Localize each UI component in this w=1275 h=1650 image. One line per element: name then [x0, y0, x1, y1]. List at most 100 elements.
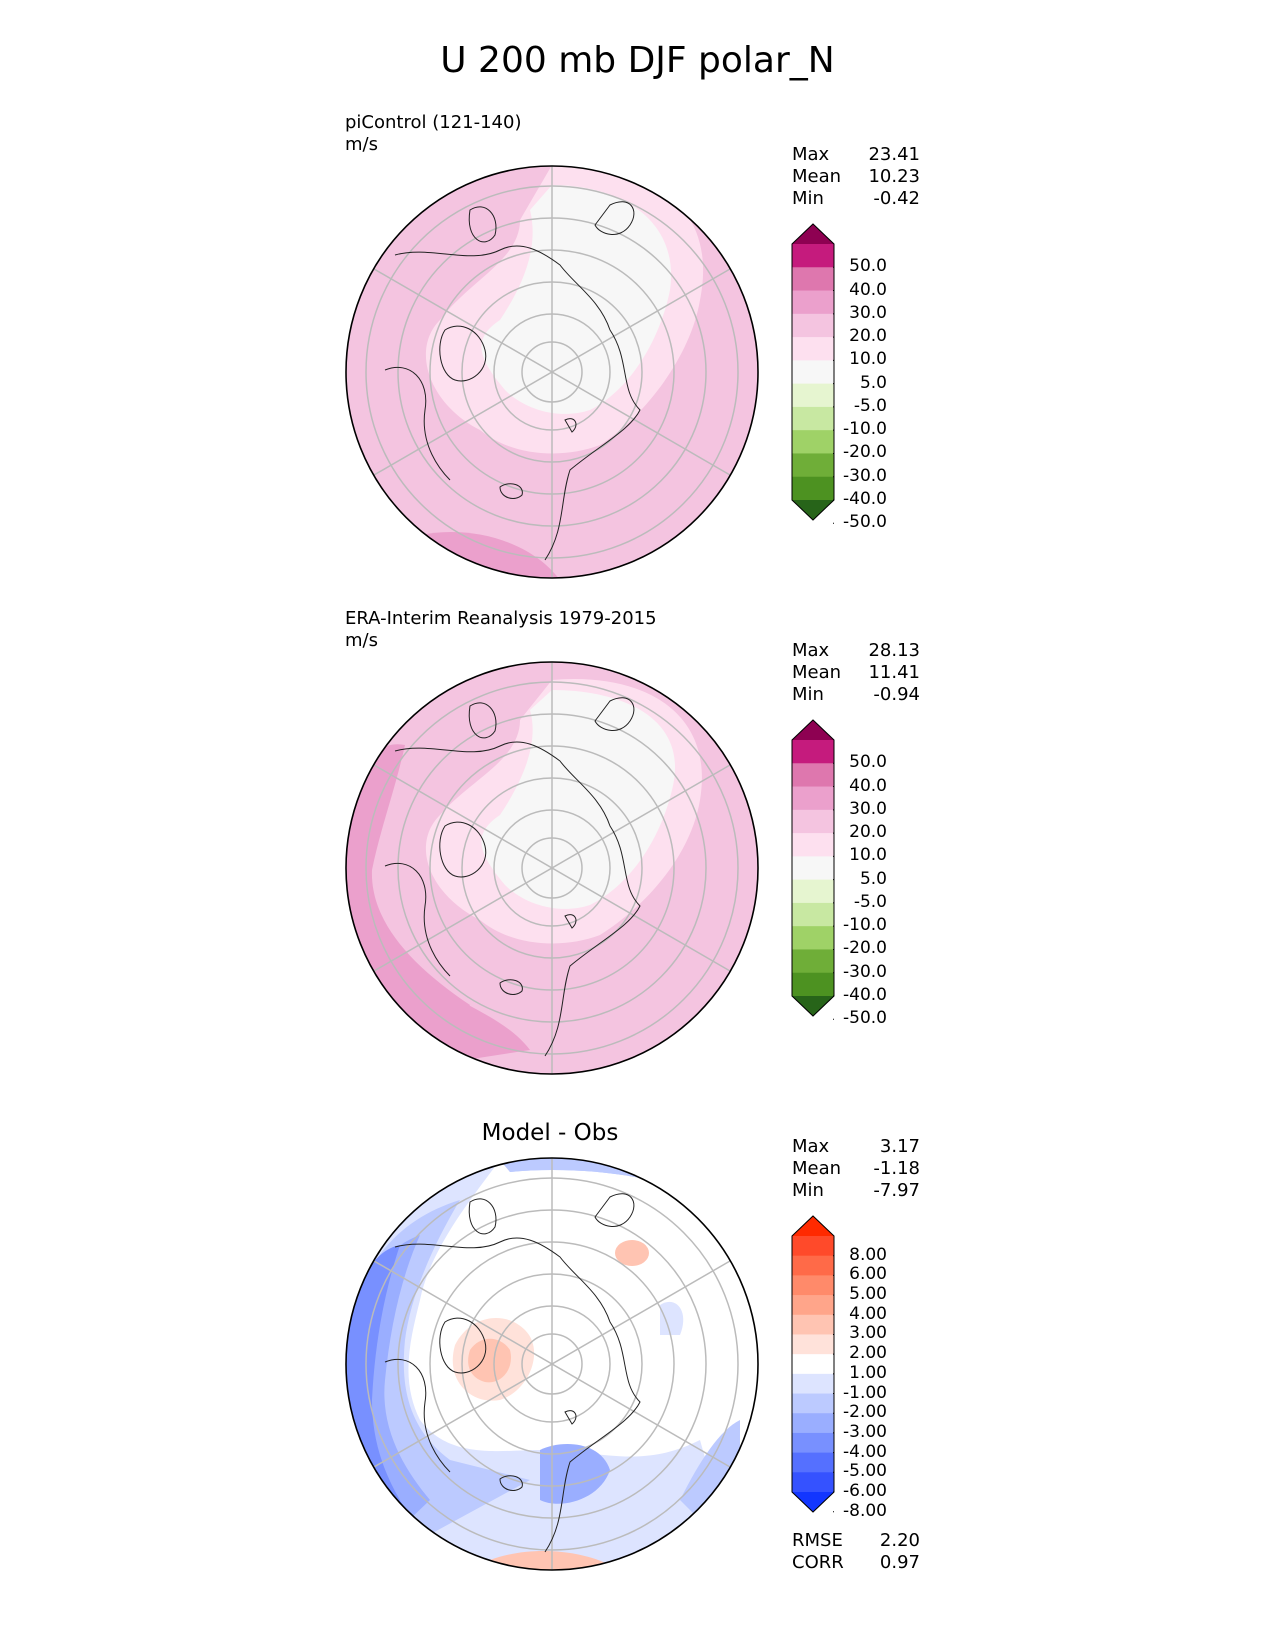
colorbar-tick-label: -30.0 — [843, 465, 887, 486]
colorbar-extend-max — [792, 1216, 834, 1236]
colorbar-tick-label: -5.00 — [843, 1461, 887, 1482]
stat-label: Mean — [792, 662, 842, 683]
colorbar-segment — [792, 476, 834, 501]
colorbar-segment — [792, 809, 834, 834]
colorbar-segment — [792, 360, 834, 385]
stat-value: 3.17 — [879, 1136, 920, 1157]
stat-value: -0.94 — [873, 684, 920, 705]
panel2-graticule — [365, 662, 739, 1074]
colorbar-segment — [792, 740, 834, 764]
colorbar-segment — [792, 949, 834, 974]
colorbar-tick-label: -40.0 — [843, 985, 887, 1005]
colorbar-tick-label: -4.00 — [843, 1441, 887, 1462]
panel3-stats: Max 3.17 Mean -1.18 Min -7.97 — [792, 1136, 920, 1202]
colorbar-segment — [792, 1275, 834, 1296]
field-contour — [615, 1240, 649, 1266]
panel2-model-name: ERA-Interim Reanalysis 1979-2015 — [345, 608, 657, 629]
colorbar-tick-label: 40.0 — [849, 279, 887, 300]
metric-label: CORR — [792, 1552, 844, 1573]
panel2-coastlines — [384, 697, 641, 1057]
colorbar-segment — [792, 267, 834, 292]
metric-value: 2.20 — [879, 1530, 920, 1551]
figure-title: U 200 mb DJF polar_N — [440, 40, 835, 81]
colorbar-extend-min — [792, 1492, 834, 1512]
field-contour — [660, 1301, 684, 1335]
stat-value: -0.42 — [873, 188, 920, 209]
colorbar-segment — [792, 1255, 834, 1276]
colorbar-segment — [792, 1373, 834, 1395]
colorbar-segment — [792, 313, 834, 338]
colorbar-segment — [792, 902, 834, 927]
panel3-coastlines — [384, 1193, 641, 1553]
colorbar-tick-label: 50.0 — [849, 752, 887, 773]
colorbar-tick-label: 30.0 — [849, 302, 887, 323]
panel2-colorbar — [791, 719, 835, 1020]
colorbar-tick-label: -5.0 — [853, 891, 887, 912]
stat-value: 28.13 — [868, 640, 920, 661]
colorbar-segment — [792, 1432, 834, 1454]
colorbar-tick-label: 2.00 — [849, 1343, 887, 1364]
colorbar-tick-label: 5.0 — [859, 372, 887, 393]
colorbar-tick-label: -50.0 — [843, 1008, 887, 1029]
colorbar-segment — [792, 1472, 834, 1493]
colorbar-tick-label: -8.00 — [843, 1500, 887, 1521]
colorbar-segment — [792, 406, 834, 431]
panel2-map-border — [345, 661, 759, 1075]
colorbar-tick-label: -2.00 — [843, 1402, 887, 1423]
colorbar-segment — [792, 833, 834, 857]
colorbar-extend-min — [792, 500, 834, 520]
colorbar-segment — [792, 244, 834, 268]
panel1-title: piControl (121-140) m/s — [345, 112, 521, 156]
colorbar-tick-label: -50.0 — [843, 512, 887, 533]
panel3-colorbar — [791, 1215, 835, 1513]
colorbar-extend-max — [792, 224, 834, 244]
panel3-map — [345, 1157, 759, 1571]
colorbar-segment — [792, 786, 834, 811]
colorbar-tick-label: -30.0 — [843, 961, 887, 982]
colorbar-extend-max — [792, 720, 834, 740]
colorbar-tick-label: 5.0 — [859, 868, 887, 889]
colorbar-segment — [792, 453, 834, 478]
colorbar-tick-label: -10.0 — [843, 419, 887, 440]
colorbar-segment — [792, 926, 834, 950]
panel3-metrics: RMSE 2.20 CORR 0.97 — [792, 1530, 920, 1574]
panel3-map-border — [345, 1157, 759, 1571]
colorbar-segment — [792, 337, 834, 361]
colorbar-segment — [792, 856, 834, 881]
colorbar-segment — [792, 383, 834, 408]
colorbar-tick-label: -6.00 — [843, 1481, 887, 1501]
colorbar-extend-min — [792, 996, 834, 1016]
stat-label: Mean — [792, 166, 842, 187]
colorbar-tick-label: 20.0 — [849, 822, 887, 843]
colorbar-tick-label: -20.0 — [843, 442, 887, 463]
colorbar-segment — [792, 1354, 834, 1375]
colorbar-tick-label: -40.0 — [843, 489, 887, 509]
stat-value: -1.18 — [873, 1158, 920, 1179]
colorbar-tick-label: 30.0 — [849, 798, 887, 819]
colorbar-segment — [792, 879, 834, 904]
stat-value: 10.23 — [868, 166, 920, 187]
colorbar-tick-label: -20.0 — [843, 938, 887, 959]
colorbar-tick-label: 50.0 — [849, 256, 887, 277]
panel2-map — [345, 661, 759, 1075]
stat-value: 23.41 — [868, 144, 920, 165]
colorbar-segment — [792, 1295, 834, 1316]
stat-label: Max — [792, 144, 830, 165]
colorbar-tick-label: 20.0 — [849, 326, 887, 347]
colorbar-tick-label: 4.00 — [849, 1303, 887, 1324]
colorbar-segment — [792, 972, 834, 997]
colorbar-segment — [792, 290, 834, 315]
panel2-title: ERA-Interim Reanalysis 1979-2015 m/s — [345, 608, 657, 652]
colorbar-segment — [792, 1452, 834, 1473]
field-contour — [540, 1444, 610, 1504]
panel1-map-border — [345, 165, 759, 579]
colorbar-tick-label: 10.0 — [849, 349, 887, 370]
panel1-stats: Max 23.41 Mean 10.23 Min -0.42 — [792, 144, 920, 210]
panel2-units: m/s — [345, 630, 378, 651]
colorbar-segment — [792, 1413, 834, 1434]
stat-label: Min — [792, 188, 824, 209]
stat-label: Max — [792, 640, 830, 661]
panel1-units: m/s — [345, 134, 378, 155]
stat-label: Max — [792, 1136, 830, 1157]
